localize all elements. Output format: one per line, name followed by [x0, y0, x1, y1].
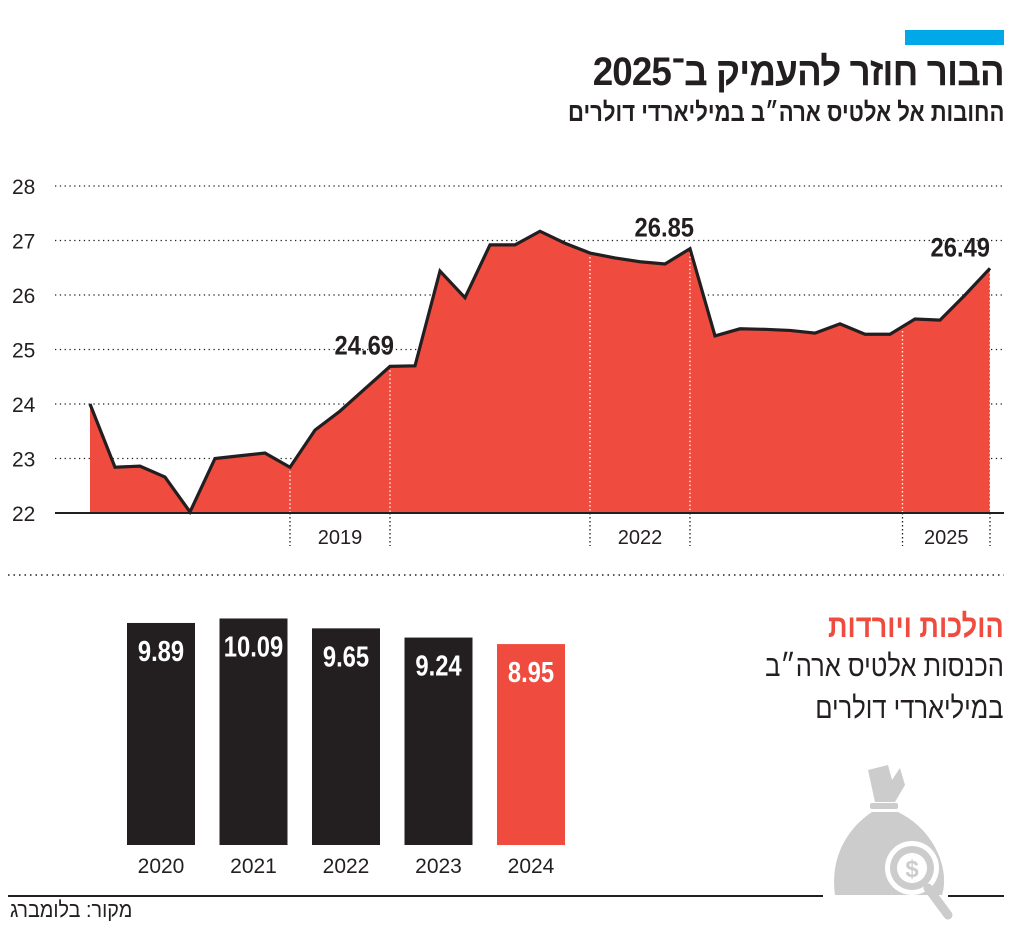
- x-year-label: 2019: [318, 527, 363, 549]
- x-year-label: 2022: [618, 527, 663, 549]
- y-tick-label: 27: [12, 231, 35, 254]
- value-annotation: 26.85: [635, 213, 694, 243]
- bar-category-label: 2023: [415, 855, 462, 878]
- area-fill: [90, 231, 990, 514]
- bar-category-label: 2020: [138, 855, 185, 878]
- value-annotation: 26.49: [931, 233, 990, 263]
- x-year-label: 2025: [924, 527, 969, 549]
- inset-subtitle-line1: הכנסות אלטיס ארה״ב: [765, 650, 1004, 683]
- inset-subtitle-line2: במיליארדי דולרים: [815, 692, 1004, 725]
- bar-2020: [127, 622, 195, 845]
- bar-2023: [404, 637, 473, 845]
- bar-category-label: 2024: [508, 855, 555, 878]
- bar-value-label: 9.24: [415, 649, 461, 682]
- inset-title: הולכות ויורדות: [828, 608, 1004, 644]
- bar-value-label: 9.65: [323, 640, 369, 673]
- money-bag-magnifier-icon: $: [834, 765, 953, 920]
- bar-2022: [312, 628, 380, 845]
- page-title: הבור חוזר להעמיק ב־2025: [592, 50, 1005, 94]
- bar-2024: [497, 644, 565, 845]
- y-tick-label: 28: [12, 176, 35, 199]
- y-tick-label: 24: [12, 394, 36, 417]
- svg-text:$: $: [905, 856, 919, 883]
- bar-2021: [219, 618, 288, 845]
- accent-bar: [905, 30, 1004, 45]
- area-chart: 22 23 24 25 26 27 28 2019 2022 2025 24.69 26.85 26.4…: [12, 176, 1004, 549]
- bar-value-label: 8.95: [508, 656, 554, 689]
- bar-category-label: 2022: [323, 855, 370, 878]
- y-tick-label: 25: [12, 340, 35, 363]
- y-tick-label: 26: [12, 285, 35, 308]
- y-tick-label: 23: [12, 449, 35, 472]
- value-annotation: 24.69: [335, 331, 394, 361]
- bar-value-label: 10.09: [224, 630, 283, 663]
- bar-chart: 9.89 2020 10.09 2021 9.65 2022 9.24 2023 8.95 202…: [127, 618, 565, 878]
- page-subtitle: החובות אל אלטיס ארה״ב במיליארדי דולרים: [567, 97, 1004, 127]
- bar-value-label: 9.89: [138, 635, 184, 668]
- bar-category-label: 2021: [230, 855, 277, 878]
- source-note: מקור: בלומברג: [10, 897, 133, 922]
- area-line: [88, 229, 992, 516]
- y-tick-label: 22: [12, 503, 35, 526]
